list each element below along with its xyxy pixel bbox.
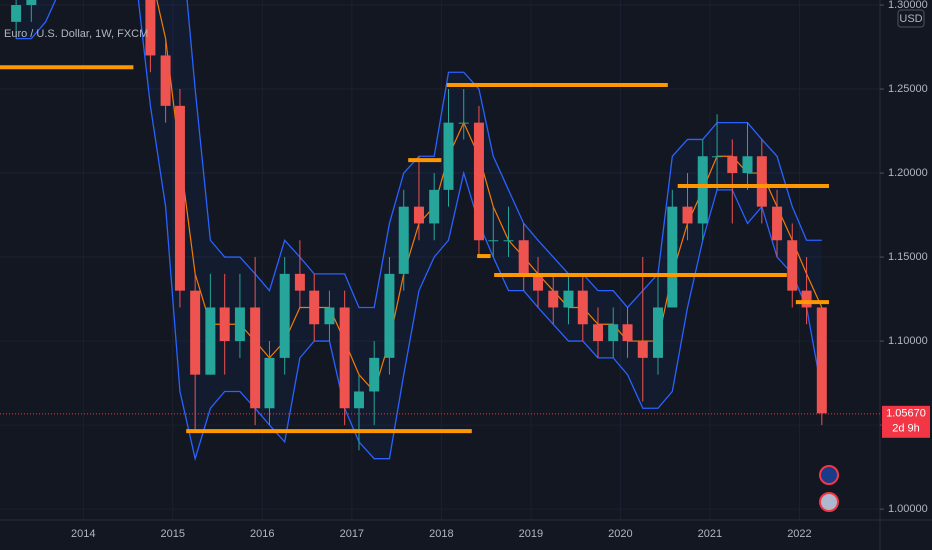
candle-body bbox=[26, 0, 37, 6]
candle-body bbox=[11, 5, 22, 22]
x-tick-label: 2020 bbox=[608, 528, 632, 540]
candle-body bbox=[608, 324, 619, 342]
candle-body bbox=[563, 290, 574, 308]
candle-body bbox=[667, 206, 678, 308]
band-lower bbox=[16, 0, 823, 462]
candle-body bbox=[577, 290, 588, 325]
band-upper bbox=[186, 0, 822, 309]
candle-body bbox=[622, 324, 633, 342]
candle-body bbox=[174, 105, 185, 291]
y-tick-label: 1.15000 bbox=[888, 251, 928, 263]
x-tick-label: 2015 bbox=[161, 528, 185, 540]
candle-body bbox=[264, 357, 275, 409]
x-tick-label: 2016 bbox=[250, 528, 274, 540]
candle-body bbox=[160, 55, 171, 106]
candle-body bbox=[234, 307, 245, 342]
x-tick-label: 2022 bbox=[787, 528, 811, 540]
x-tick-label: 2017 bbox=[340, 528, 364, 540]
candle-body bbox=[384, 273, 395, 358]
candle-body bbox=[324, 307, 335, 325]
candle-body bbox=[339, 307, 350, 409]
x-tick-label: 2018 bbox=[429, 528, 453, 540]
candle-body bbox=[727, 156, 738, 174]
candle-body bbox=[756, 156, 767, 207]
candle-body bbox=[458, 122, 469, 124]
y-tick-label: 1.00000 bbox=[888, 503, 928, 515]
y-tick-label: 1.30000 bbox=[888, 0, 928, 11]
candle-body bbox=[219, 307, 230, 342]
candle-body bbox=[697, 156, 708, 224]
candle-body bbox=[787, 240, 798, 291]
candle-body bbox=[593, 324, 604, 342]
candle-body bbox=[473, 122, 484, 241]
candle-body bbox=[309, 290, 320, 325]
candle-body bbox=[250, 307, 261, 409]
currency: USD bbox=[899, 13, 922, 25]
x-tick-label: 2021 bbox=[698, 528, 722, 540]
candle-body bbox=[398, 206, 409, 274]
candle-body bbox=[429, 189, 440, 224]
candle-body bbox=[190, 290, 201, 375]
candle-body bbox=[294, 273, 305, 291]
candle-body bbox=[488, 240, 499, 242]
candle-body bbox=[801, 290, 812, 308]
candle-body bbox=[682, 206, 693, 224]
candle-body bbox=[413, 206, 424, 224]
candle-body bbox=[533, 273, 544, 291]
usd-flag[interactable] bbox=[819, 492, 839, 512]
candle-body bbox=[652, 307, 663, 358]
candle-body bbox=[503, 240, 514, 242]
x-tick-label: 2014 bbox=[71, 528, 95, 540]
x-tick-label: 2019 bbox=[519, 528, 543, 540]
chart-title: Euro / U.S. Dollar, 1W, FXCM bbox=[4, 28, 148, 40]
candle-body bbox=[518, 240, 529, 274]
y-tick-label: 1.20000 bbox=[888, 167, 928, 179]
candle-body bbox=[205, 307, 216, 375]
eur-flag[interactable] bbox=[819, 465, 839, 485]
candle-body bbox=[637, 341, 648, 358]
candle-body bbox=[353, 391, 364, 409]
candle-body bbox=[145, 0, 156, 56]
currency-box bbox=[897, 9, 925, 28]
candle-body bbox=[772, 206, 783, 241]
candle-body bbox=[548, 290, 559, 308]
y-tick-label: 1.10000 bbox=[888, 335, 928, 347]
candle-body bbox=[279, 273, 290, 358]
candle-body bbox=[712, 156, 723, 158]
last-price-box bbox=[882, 405, 930, 438]
candle-body bbox=[443, 122, 454, 190]
y-tick-label: 1.25000 bbox=[888, 83, 928, 95]
candle-body bbox=[742, 156, 753, 174]
plot-area bbox=[0, 0, 880, 520]
last-price-label: 1.05670 bbox=[886, 408, 926, 420]
countdown: 2d 9h bbox=[892, 423, 920, 435]
candle-body bbox=[816, 307, 827, 414]
candle-body bbox=[369, 357, 380, 392]
